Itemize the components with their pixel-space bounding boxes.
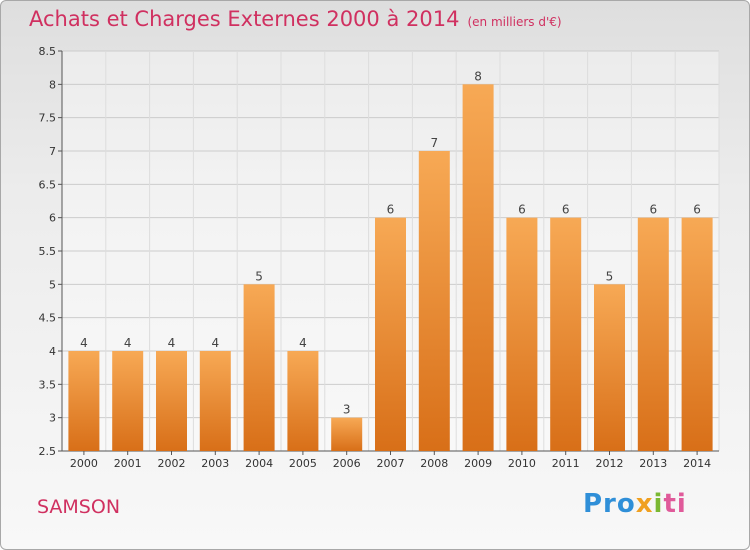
chart-title: Achats et Charges Externes 2000 à 2014 (e… — [29, 7, 562, 31]
x-tick-label: 2010 — [508, 457, 536, 470]
data-label: 7 — [430, 136, 438, 150]
y-tick-label: 7.5 — [39, 112, 57, 125]
x-tick-label: 2002 — [158, 457, 186, 470]
y-tick-label: 4 — [49, 345, 56, 358]
data-label: 3 — [343, 403, 351, 417]
y-tick-label: 7 — [49, 145, 56, 158]
x-tick-label: 2014 — [683, 457, 711, 470]
bar — [112, 351, 144, 451]
data-label: 4 — [80, 336, 88, 350]
proxiti-logo: Proxiti — [583, 489, 687, 519]
bar — [681, 217, 713, 451]
x-tick-label: 2011 — [552, 457, 580, 470]
bar — [637, 217, 669, 451]
x-tick-label: 2006 — [333, 457, 361, 470]
y-tick-label: 2.5 — [39, 445, 57, 458]
bar — [243, 284, 275, 451]
y-tick-label: 5 — [49, 278, 56, 291]
x-tick-label: 2005 — [289, 457, 317, 470]
y-tick-label: 6 — [49, 212, 56, 225]
bar — [418, 151, 450, 451]
data-label: 8 — [474, 69, 482, 83]
y-tick-label: 4.5 — [39, 312, 57, 325]
title-text: Achats et Charges Externes 2000 à 2014 — [29, 7, 460, 31]
data-label: 5 — [606, 269, 614, 283]
data-labels: 4 4 4 4 5 4 3 6 7 8 6 6 5 6 6 — [80, 69, 701, 416]
x-tick-label: 2000 — [70, 457, 98, 470]
logo-part-3: i — [653, 489, 664, 519]
bar — [594, 284, 625, 451]
data-label: 6 — [518, 203, 526, 217]
y-tick-label: 5.5 — [39, 245, 57, 258]
data-label: 6 — [693, 203, 701, 217]
x-tick-label: 2003 — [201, 457, 229, 470]
data-label: 5 — [255, 269, 263, 283]
data-label: 6 — [649, 203, 657, 217]
data-label: 6 — [387, 203, 395, 217]
data-label: 4 — [168, 336, 176, 350]
bar — [199, 351, 231, 451]
bars — [68, 84, 713, 451]
bar — [375, 217, 406, 451]
x-tick-label: 2008 — [420, 457, 448, 470]
data-label: 6 — [562, 203, 570, 217]
x-tick-label: 2009 — [464, 457, 492, 470]
y-tick-label: 3 — [49, 412, 56, 425]
x-tick-label: 2013 — [639, 457, 667, 470]
x-tick-label: 2004 — [245, 457, 273, 470]
logo-part-1: Pro — [583, 489, 636, 519]
town-name: SAMSON — [37, 496, 121, 518]
data-label: 4 — [124, 336, 132, 350]
bar — [331, 417, 363, 451]
bar — [506, 217, 538, 451]
chart-subtitle: (en milliers d'€) — [467, 15, 562, 29]
bar — [462, 84, 494, 451]
logo-part-2: x — [635, 489, 654, 519]
logo-part-4: ti — [663, 489, 687, 519]
bar — [287, 351, 319, 451]
y-tick-label: 8 — [49, 78, 56, 91]
y-tick-label: 6.5 — [39, 178, 57, 191]
bar — [156, 351, 187, 451]
x-tick-label: 2001 — [114, 457, 142, 470]
x-tick-label: 2012 — [596, 457, 624, 470]
bar — [550, 217, 582, 451]
y-tick-label: 3.5 — [39, 378, 57, 391]
data-label: 4 — [211, 336, 219, 350]
bar — [68, 351, 100, 451]
y-tick-label: 8.5 — [39, 45, 57, 58]
x-tick-label: 2007 — [377, 457, 405, 470]
data-label: 4 — [299, 336, 307, 350]
